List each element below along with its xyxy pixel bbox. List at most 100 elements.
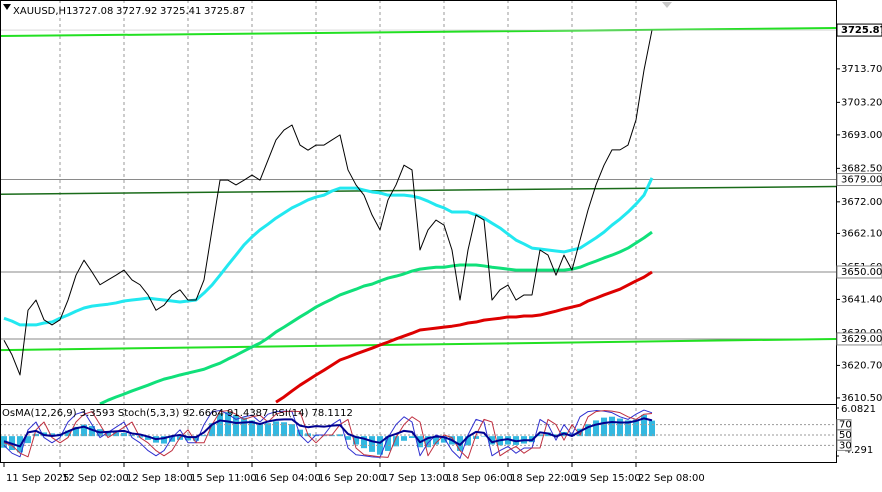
osma-bar xyxy=(249,420,255,437)
osma-bar xyxy=(25,436,31,444)
osma-bar xyxy=(585,424,591,437)
y-tick-label: 3703.20 xyxy=(841,97,882,108)
x-tick-label: 12 Sep 02:00 xyxy=(62,473,129,484)
osma-bar xyxy=(113,432,119,437)
current-price-box xyxy=(836,23,882,37)
ohlc-value: 3725.87 xyxy=(204,6,245,17)
oscillator-level-label: 30 xyxy=(839,440,852,451)
x-tick-label: 17 Sep 13:00 xyxy=(382,473,449,484)
osma-bar xyxy=(17,436,23,453)
osma-bar xyxy=(321,435,327,437)
x-tick-label: 16 Sep 20:00 xyxy=(318,473,385,484)
osma-bar xyxy=(281,422,287,437)
trendline xyxy=(0,185,837,195)
level-label-box xyxy=(836,265,882,279)
osma-bar xyxy=(241,417,247,437)
x-tick-label: 12 Sep 18:00 xyxy=(126,473,193,484)
moving-average xyxy=(99,230,653,406)
osma-bar xyxy=(81,424,87,437)
osma-bar xyxy=(161,436,167,444)
osma-bar xyxy=(433,436,439,445)
x-tick-label: 15 Sep 11:00 xyxy=(190,473,257,484)
plot-layer xyxy=(0,0,837,462)
osma-bar xyxy=(369,436,375,452)
ohlc-value: 3725.41 xyxy=(160,6,201,17)
oscillator-line xyxy=(3,409,653,459)
osma-bar xyxy=(593,420,599,437)
indicator-legend: OsMA(12,26,9) 3.3593 Stoch(5,3,3) 92.666… xyxy=(2,408,353,419)
trendline xyxy=(0,337,837,352)
moving-average xyxy=(3,177,654,327)
x-tick-label: 22 Sep 08:00 xyxy=(638,473,705,484)
ohlc-value: 3727.92 xyxy=(116,6,157,17)
osma-bar xyxy=(385,436,391,451)
osma-bar xyxy=(105,431,111,437)
osma-bar xyxy=(265,423,271,437)
osma-bar xyxy=(401,436,407,441)
osma-bar xyxy=(193,436,199,441)
osma-bar xyxy=(489,436,495,445)
osma-bar xyxy=(209,423,215,437)
osma-bar xyxy=(505,436,511,445)
osma-bar xyxy=(273,421,279,437)
osma-bar xyxy=(233,414,239,437)
shift-marker[interactable] xyxy=(662,2,672,8)
osma-bar xyxy=(409,436,415,438)
osma-bar xyxy=(609,416,615,437)
x-tick-label: 11 Sep 2025 xyxy=(6,473,69,484)
y-tick-label: 3713.70 xyxy=(841,64,882,75)
osma-bar xyxy=(65,430,71,437)
osma-bar xyxy=(201,435,207,437)
osma-bar xyxy=(73,426,79,437)
osma-bar xyxy=(289,424,295,437)
y-tick-label: 3610.50 xyxy=(841,393,882,404)
menu-arrow[interactable] xyxy=(3,4,11,10)
osma-bar xyxy=(353,436,359,445)
y-tick-label: 3693.00 xyxy=(841,130,882,141)
price-line xyxy=(3,29,653,376)
osma-bar xyxy=(185,436,191,441)
osma-bar xyxy=(169,436,175,442)
oscillator-line xyxy=(3,417,653,448)
osma-bar xyxy=(361,436,367,449)
level-label-box xyxy=(836,173,882,187)
frame xyxy=(0,0,837,463)
osma-bar xyxy=(297,429,303,437)
osma-bar xyxy=(89,425,95,437)
x-tick-label: 18 Sep 22:00 xyxy=(510,473,577,484)
osma-bar xyxy=(641,414,647,437)
osma-bar xyxy=(129,435,135,437)
osma-bar xyxy=(633,419,639,437)
level-label: 3629.00 xyxy=(841,334,882,345)
osma-scale-label: 6.0821 xyxy=(841,404,876,415)
osma-scale-label: -4.291 xyxy=(841,445,873,456)
oscillator-level-box xyxy=(836,439,852,451)
level-label: 3650.00 xyxy=(841,267,882,278)
osma-bar xyxy=(473,436,479,439)
x-tick-label: 18 Sep 06:00 xyxy=(446,473,513,484)
symbol: XAUUSD,H1 xyxy=(13,6,72,17)
oscillator-level-label: 70 xyxy=(839,420,852,431)
level-label-box xyxy=(836,332,882,346)
osma-bar xyxy=(257,424,263,437)
osma-bar xyxy=(649,420,655,437)
osma-bar xyxy=(145,436,151,440)
level-label: 3679.00 xyxy=(841,175,882,186)
osma-bar xyxy=(601,417,607,437)
osma-bar xyxy=(393,436,399,447)
ohlc-value: 3727.08 xyxy=(72,6,113,17)
x-tick-label: 19 Sep 15:00 xyxy=(574,473,641,484)
osma-bar xyxy=(345,436,351,440)
x-tick-label: 16 Sep 04:00 xyxy=(254,473,321,484)
oscillator-level-label: 50 xyxy=(839,430,852,441)
y-tick-label: 3641.40 xyxy=(841,294,882,305)
y-tick-label: 3662.10 xyxy=(841,228,882,239)
osma-bar xyxy=(425,436,431,448)
osma-bar xyxy=(625,420,631,437)
osma-bar xyxy=(465,436,471,446)
osma-bar xyxy=(481,436,487,437)
moving-average xyxy=(275,270,653,404)
